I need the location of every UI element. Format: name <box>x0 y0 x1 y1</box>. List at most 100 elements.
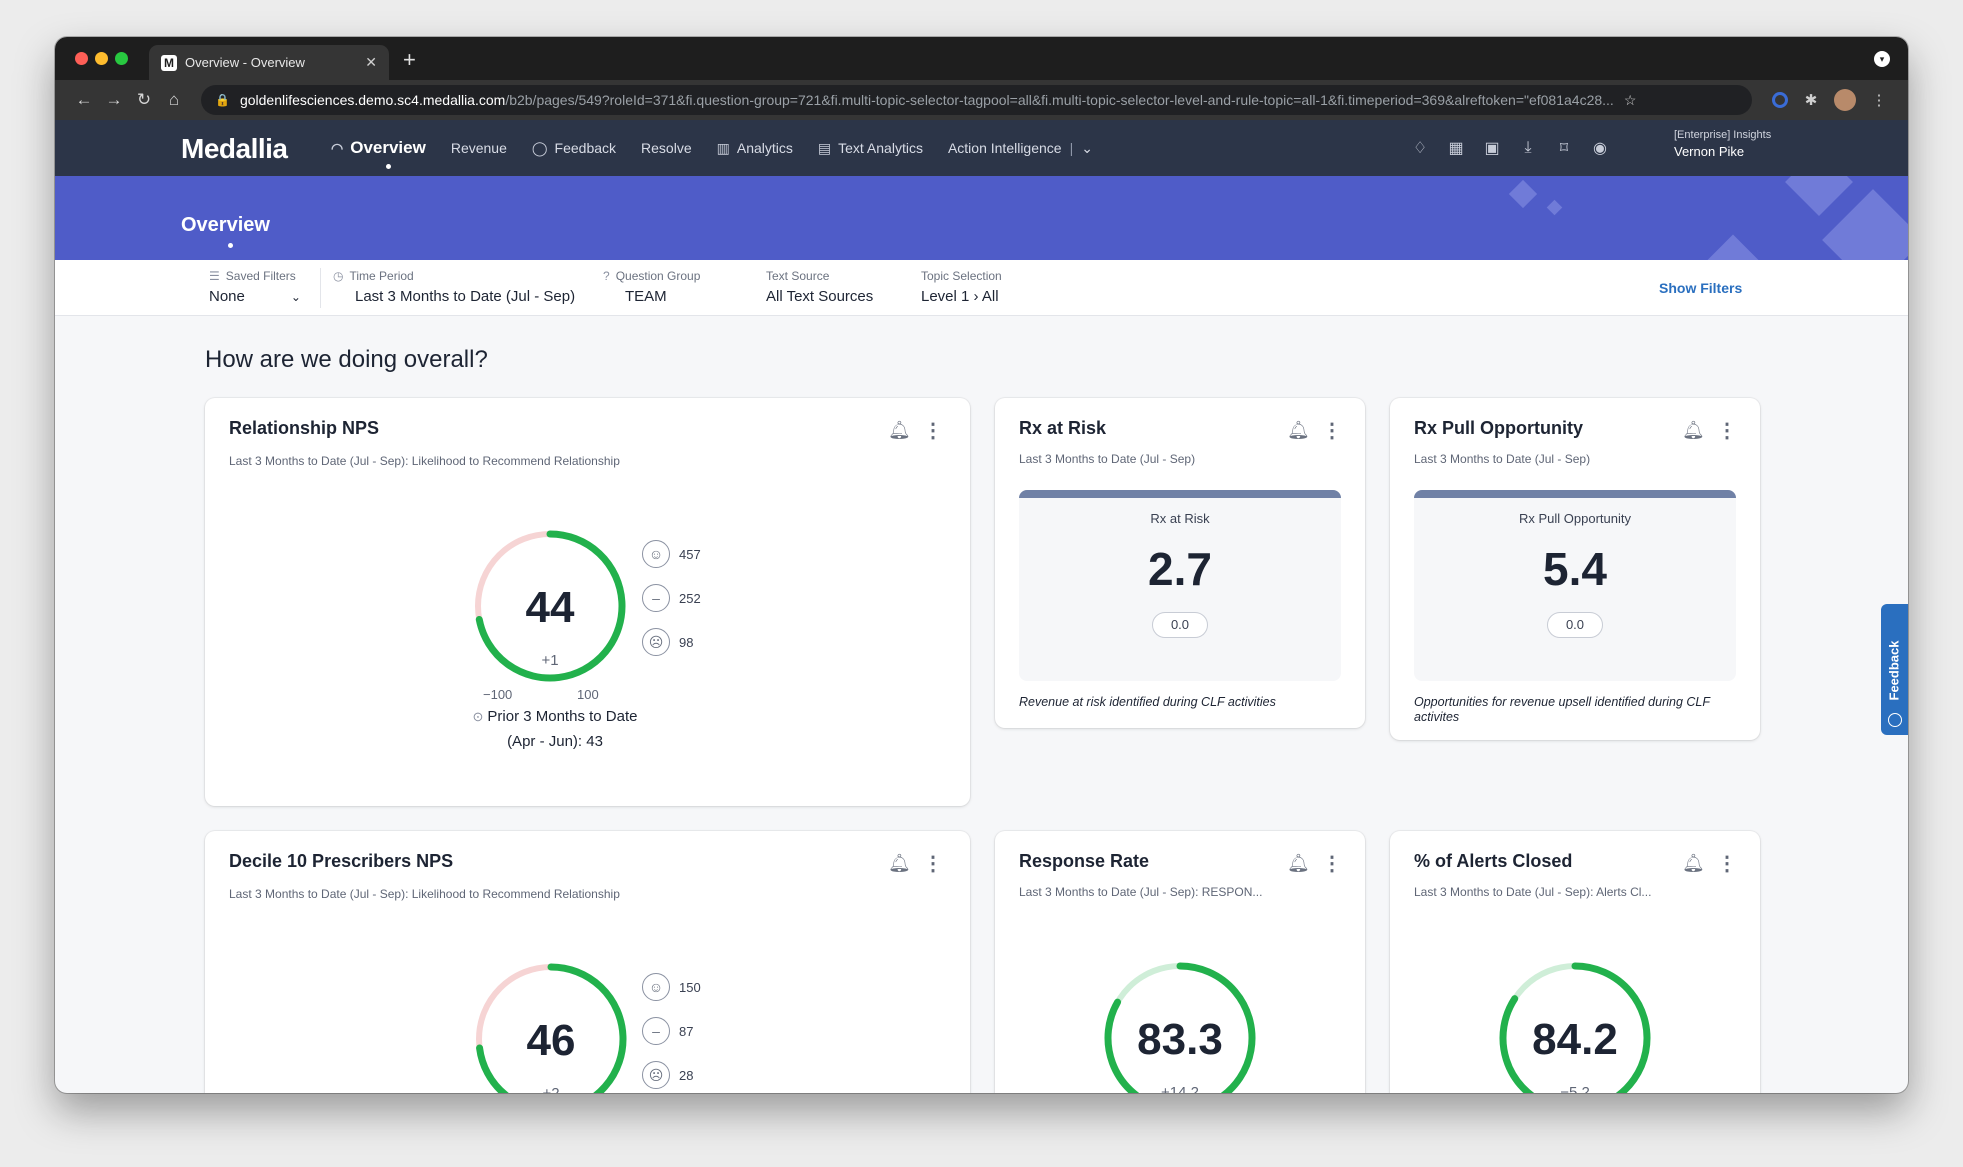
alerts-closed-card: % of Alerts Closed Last 3 Months to Date… <box>1390 831 1760 1093</box>
nav-item-feedback[interactable]: ◯ Feedback <box>532 120 616 176</box>
tab-title: Overview - Overview <box>185 55 305 70</box>
nav-item-action-intelligence[interactable]: Action Intelligence | ⌄ <box>948 120 1093 176</box>
card-title[interactable]: Relationship NPS <box>229 418 380 438</box>
new-tab-button[interactable]: + <box>403 47 416 72</box>
back-icon[interactable]: ← <box>75 90 93 109</box>
text-source-filter[interactable]: Text Source All Text Sources <box>766 269 873 305</box>
home-icon[interactable]: ⌂ <box>168 90 180 109</box>
card-menu-icon[interactable]: ⋮ <box>1322 853 1342 875</box>
nps-gauge: 46 +2 <box>476 963 627 1093</box>
browser-tab[interactable]: M Overview - Overview ✕ <box>149 45 389 80</box>
card-title[interactable]: Rx Pull Opportunity <box>1414 418 1583 438</box>
card-menu-icon[interactable]: ⋮ <box>1322 420 1342 442</box>
promoters-count: ☺ 457 <box>642 540 701 568</box>
alert-bell-icon[interactable]: 🔔︎ <box>1682 420 1705 440</box>
calculator-icon[interactable]: ▣ <box>1484 140 1500 157</box>
alert-bell-icon[interactable]: 🔔︎ <box>1287 853 1310 873</box>
frown-face-icon: ☹ <box>642 1061 670 1089</box>
feedback-icon <box>1888 713 1902 727</box>
card-title[interactable]: Response Rate <box>1019 851 1150 871</box>
passives-count: –87 <box>642 1017 693 1045</box>
card-subtitle: Last 3 Months to Date (Jul - Sep) <box>1414 452 1591 466</box>
prior-period-line-1: ⊙ Prior 3 Months to Date <box>455 704 655 729</box>
show-filters-button[interactable]: Show Filters <box>1659 280 1743 296</box>
topic-selection-label: Topic Selection <box>921 269 1002 283</box>
tab-close-icon[interactable]: ✕ <box>365 54 377 70</box>
lock-icon[interactable]: 🔒 <box>215 93 230 107</box>
metric-change-pill: 0.0 <box>1152 612 1208 638</box>
gauge-icon: ◠ <box>331 139 344 156</box>
card-title[interactable]: % of Alerts Closed <box>1414 851 1573 871</box>
metric-value: 5.4 <box>1543 543 1607 595</box>
nps-score: 44 <box>526 583 575 632</box>
card-menu-icon[interactable]: ⋮ <box>1717 420 1737 442</box>
nav-label: Feedback <box>554 140 617 156</box>
prior-period-line-2: (Apr - Jun): 43 <box>507 733 603 750</box>
card-menu-icon[interactable]: ⋮ <box>923 420 943 442</box>
user-menu[interactable]: [Enterprise] Insights Vernon Pike <box>1674 129 1771 159</box>
saved-filters-label: ☰ Saved Filters <box>209 269 301 283</box>
prior-line-1-text: Prior 3 Months to Date <box>487 708 638 725</box>
gauge-fill <box>1104 962 1256 1093</box>
extensions-puzzle-icon[interactable]: ✱ <box>1804 92 1818 109</box>
nav-label: Action Intelligence <box>947 140 1062 156</box>
range-min: −100 <box>483 687 513 702</box>
alert-bell-icon[interactable]: 🔔︎ <box>1682 853 1705 873</box>
notifications-bell-icon[interactable]: ♢ <box>1412 140 1428 157</box>
maximize-window-button[interactable] <box>115 52 128 65</box>
alert-bell-icon[interactable]: 🔔︎ <box>888 853 911 873</box>
alert-bell-icon[interactable]: 🔔︎ <box>888 420 911 440</box>
nav-toolbar-icons: ♢ ▦ ▣ ⤓ ⌑ ◉ <box>1402 120 1618 176</box>
reports-icon[interactable]: ▦ <box>1448 140 1464 157</box>
browser-avatar[interactable] <box>1834 89 1856 111</box>
reload-icon[interactable]: ↻ <box>136 90 152 109</box>
feedback-side-tab[interactable]: Feedback <box>1881 604 1908 735</box>
nav-label: Revenue <box>450 140 507 156</box>
download-icon[interactable]: ⤓ <box>1524 139 1532 156</box>
bar-chart-icon: ▥ <box>716 139 730 156</box>
medallia-logo[interactable]: Medallia <box>181 133 288 164</box>
card-title[interactable]: Decile 10 Prescribers NPS <box>229 851 454 871</box>
rx-pull-opportunity-card: Rx Pull Opportunity Last 3 Months to Dat… <box>1390 398 1760 740</box>
card-menu-icon[interactable]: ⋮ <box>1717 853 1737 875</box>
card-menu-icon[interactable]: ⋮ <box>923 853 943 875</box>
question-group-filter[interactable]: ? Question Group TEAM <box>603 269 700 305</box>
user-profile-icon[interactable]: ◉ <box>1593 140 1607 157</box>
nav-item-overview[interactable]: ◠ Overview <box>331 120 426 176</box>
minimize-window-button[interactable] <box>95 52 108 65</box>
alert-bell-icon[interactable]: 🔔︎ <box>1287 420 1310 440</box>
browser-profile-icon[interactable]: ▾ <box>1874 51 1890 67</box>
topic-selection-filter[interactable]: Topic Selection Level 1 › All <box>921 269 1002 305</box>
nps-delta: +2 <box>542 1085 559 1093</box>
question-group-label-text: Question Group <box>615 269 701 283</box>
smile-face-icon: ☺ <box>642 973 670 1001</box>
forward-icon[interactable]: → <box>105 90 123 109</box>
card-title[interactable]: Rx at Risk <box>1019 418 1107 438</box>
nav-label: Overview <box>350 138 426 157</box>
browser-menu-icon[interactable]: ⋮ <box>1871 92 1887 109</box>
detractors-value: 98 <box>679 634 694 650</box>
close-window-button[interactable] <box>75 52 88 65</box>
banner-decoration <box>1785 176 1853 216</box>
url-host: goldenlifesciences.demo.sc4.medallia.com <box>239 92 506 108</box>
topic-selection-value: Level 1 › All <box>921 288 999 305</box>
address-bar[interactable]: 🔒 goldenlifesciences.demo.sc4.medallia.c… <box>201 85 1752 115</box>
nav-item-revenue[interactable]: Revenue <box>451 120 507 176</box>
rate-gauge: 83.3 +14.2 <box>1104 962 1256 1093</box>
nav-item-resolve[interactable]: Resolve <box>641 120 692 176</box>
bookmark-star-icon[interactable]: ☆ <box>1623 91 1637 108</box>
saved-filters-select[interactable]: None ⌄ <box>209 288 301 305</box>
rate-delta: −5.2 <box>1560 1084 1590 1093</box>
time-period-filter[interactable]: ◷ Time Period Last 3 Months to Date (Jul … <box>333 269 575 305</box>
bookmark-icon[interactable]: ⌑ <box>1559 140 1569 157</box>
nav-item-text-analytics[interactable]: ▤ Text Analytics <box>818 120 923 176</box>
nps-delta: +1 <box>541 652 558 669</box>
nav-label: Text Analytics <box>838 140 923 156</box>
nav-item-analytics[interactable]: ▥ Analytics <box>717 120 793 176</box>
gauge-fill <box>1499 962 1651 1093</box>
chevron-down-icon[interactable]: ⌄ <box>1081 139 1093 156</box>
saved-filters[interactable]: ☰ Saved Filters None ⌄ <box>209 269 301 305</box>
nav-label: Resolve <box>641 140 692 156</box>
extension-circle-icon[interactable] <box>1772 92 1788 108</box>
banner-decoration <box>1707 234 1759 260</box>
